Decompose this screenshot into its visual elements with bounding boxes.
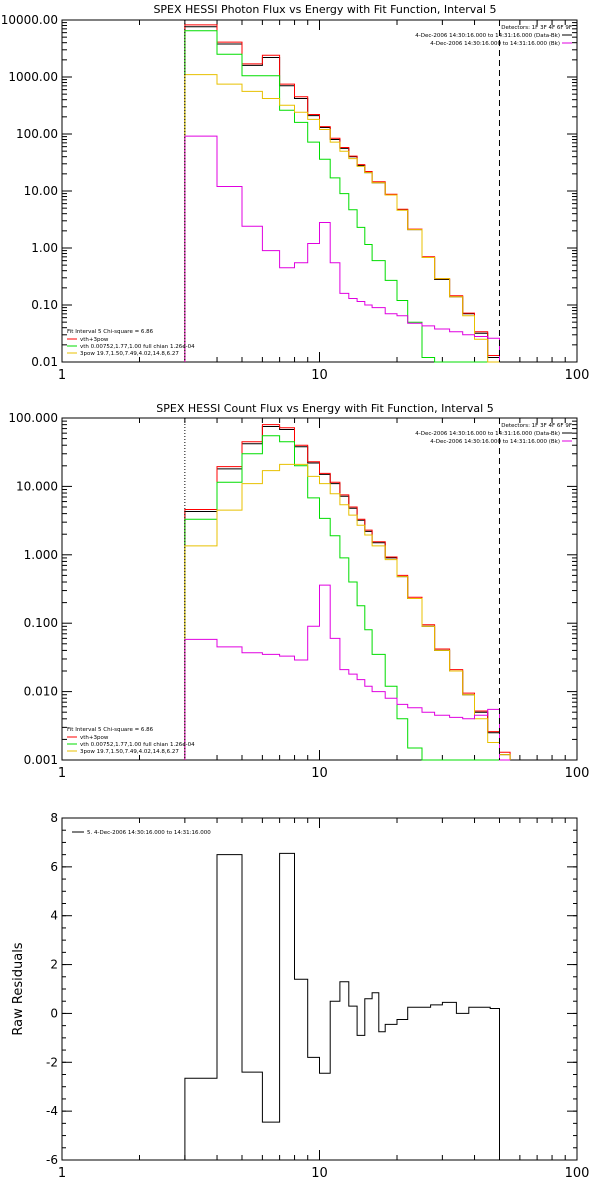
- x-tick-label: 1: [58, 766, 66, 781]
- series-line-0: [184, 852, 500, 1160]
- legend-data-bk: 4-Dec-2006 14:30:16.000 to 14:31:16.000 …: [415, 431, 560, 437]
- legend-residual: 5. 4-Dec-2006 14:30:16.000 to 14:31:16.0…: [87, 830, 211, 836]
- x-tick-label: 100: [565, 766, 590, 781]
- legend-vth3pow: vth+3pow: [80, 337, 109, 343]
- chart-title: SPEX HESSI Photon Flux vs Energy with Fi…: [153, 3, 496, 16]
- count-flux-panel: SPEX HESSI Count Flux vs Energy with Fit…: [8, 402, 589, 781]
- series-group: [184, 424, 511, 761]
- axis-ticks: 1 10 100 0.001 0.010 0.100 1.000 10.000 100.000: [8, 411, 589, 781]
- y-tick-label: 100.00: [16, 127, 58, 141]
- series-line-2: [184, 435, 511, 761]
- x-tick-label: 1: [58, 1166, 66, 1181]
- y-tick-label: 10.00: [24, 184, 58, 198]
- series-line-2: [184, 30, 500, 363]
- legend-vth: vth 0.00752,1.77,1.00 full chian 1.26e-0…: [80, 742, 195, 748]
- chart-title: SPEX HESSI Count Flux vs Energy with Fit…: [156, 402, 493, 415]
- legend-topright: Detectors: 1F 3F 4F 6F 9F 4-Dec-2006 14:…: [415, 25, 572, 47]
- legend-3pow: 3pow 19.7,1.50,7.49,4.02,14.8,6.27: [80, 749, 179, 755]
- series-line-4: [184, 584, 511, 761]
- x-tick-label: 1: [58, 368, 66, 383]
- series-group: [184, 852, 500, 1160]
- residuals-panel: Raw Residuals 1 10 100 -6 -4 -2 0 2 4 6 8 5. 4-Dec…: [11, 811, 589, 1181]
- legend-bk: 4-Dec-2006 14:30:16.000 to 14:31:16.000 …: [430, 439, 560, 445]
- y-tick-label: 100.000: [8, 411, 58, 425]
- legend-fit-interval: Fit Interval 5 Chi-square = 6.86: [67, 727, 154, 733]
- legend-topright: Detectors: 1F 3F 4F 6F 9F 4-Dec-2006 14:…: [415, 423, 572, 445]
- series-group: [184, 24, 500, 363]
- y-tick-label: -2: [46, 1055, 58, 1069]
- y-tick-label: -6: [46, 1153, 58, 1167]
- axis-ticks: 1 10 100 -6 -4 -2 0 2 4 6 8: [46, 811, 589, 1181]
- legend-bottomleft: Fit Interval 5 Chi-square = 6.86 vth+3po…: [67, 329, 195, 357]
- x-tick-label: 10: [311, 1166, 328, 1181]
- axis-ticks: 1 10 100 0.01 0.10 1.00 10.00 100.00 1000.00 1000…: [1, 13, 590, 383]
- y-tick-label: 10.000: [16, 479, 58, 493]
- series-line-3: [184, 463, 511, 760]
- y-tick-label: 0.001: [24, 753, 58, 767]
- y-tick-label: 10000.00: [1, 13, 58, 27]
- legend-topleft: 5. 4-Dec-2006 14:30:16.000 to 14:31:16.0…: [72, 830, 211, 836]
- y-tick-label: 2: [50, 958, 58, 972]
- series-line-0: [184, 426, 511, 760]
- y-tick-label: 0.01: [31, 355, 58, 369]
- y-tick-label: 0: [50, 1006, 58, 1020]
- y-tick-label: 0.010: [24, 685, 58, 699]
- energy-markers: [184, 418, 500, 760]
- legend-bk: 4-Dec-2006 14:30:16.000 to 14:31:16.000 …: [430, 41, 560, 47]
- y-tick-label: 6: [50, 860, 58, 874]
- y-tick-label: -4: [46, 1104, 58, 1118]
- y-tick-label: 0.100: [24, 616, 58, 630]
- x-tick-label: 10: [311, 766, 328, 781]
- y-axis-label: Raw Residuals: [11, 942, 26, 1035]
- x-tick-label: 100: [565, 368, 590, 383]
- legend-vth: vth 0.00752,1.77,1.00 full chian 1.26e-0…: [80, 344, 195, 350]
- y-tick-label: 8: [50, 811, 58, 825]
- x-tick-label: 10: [311, 368, 328, 383]
- x-tick-label: 100: [565, 1166, 590, 1181]
- series-line-1: [184, 424, 511, 760]
- energy-markers: [184, 20, 500, 362]
- legend-bottomleft: Fit Interval 5 Chi-square = 6.86 vth+3po…: [67, 727, 195, 755]
- y-tick-label: 4: [50, 909, 58, 923]
- photon-flux-panel: SPEX HESSI Photon Flux vs Energy with Fi…: [1, 3, 590, 383]
- legend-fit-interval: Fit Interval 5 Chi-square = 6.86: [67, 329, 154, 335]
- series-line-4: [184, 135, 500, 362]
- series-line-0: [184, 26, 500, 362]
- legend-vth3pow: vth+3pow: [80, 735, 109, 741]
- legend-3pow: 3pow 19.7,1.50,7.49,4.02,14.8,6.27: [80, 351, 179, 357]
- legend-detectors: Detectors: 1F 3F 4F 6F 9F: [501, 423, 572, 429]
- y-tick-label: 1000.00: [8, 70, 58, 84]
- y-tick-label: 0.10: [31, 298, 58, 312]
- y-tick-label: 1.000: [24, 548, 58, 562]
- legend-detectors: Detectors: 1F 3F 4F 6F 9F: [501, 25, 572, 31]
- legend-data-bk: 4-Dec-2006 14:30:16.000 to 14:31:16.000 …: [415, 33, 560, 39]
- y-tick-label: 1.00: [31, 241, 58, 255]
- series-line-3: [184, 74, 500, 363]
